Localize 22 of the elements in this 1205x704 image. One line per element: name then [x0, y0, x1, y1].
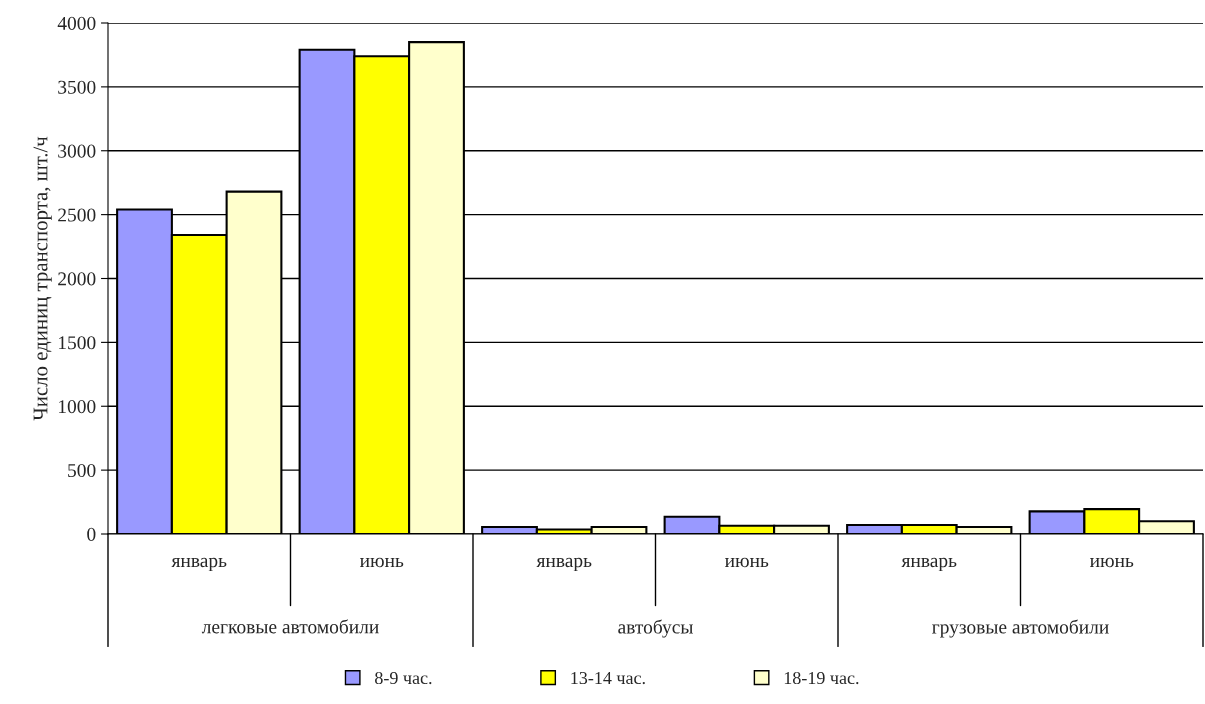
- legend-label: 13-14 час.: [571, 671, 645, 685]
- y-tick-label: 3000: [58, 144, 96, 158]
- y-tick-label: 2500: [58, 208, 96, 222]
- y-tick-label: 4000: [57, 16, 96, 30]
- y-tick-label: 1000: [59, 400, 96, 414]
- y-axis-title: Число единиц транспорта, шт./ч: [33, 136, 52, 421]
- x-tick-label: январь: [536, 557, 592, 572]
- y-tick-label: 2000: [58, 272, 96, 286]
- y-tick-label: 1500: [59, 336, 96, 350]
- x-tick-label: июнь: [360, 557, 404, 568]
- x-tick-label: июнь: [1090, 557, 1134, 568]
- legend-label: 8-9 час.: [375, 671, 432, 685]
- y-tick-label: 3500: [58, 80, 96, 94]
- y-tick-label: 0: [87, 527, 96, 541]
- x-tick-label: январь: [171, 557, 227, 572]
- x-tick-label: январь: [901, 557, 957, 572]
- text: легковые автомобили: [201, 619, 379, 634]
- legend-label: 18-19 час.: [784, 671, 859, 685]
- x-tick-label: июнь: [725, 557, 769, 568]
- y-tick-label: 500: [68, 463, 96, 478]
- text: автобусы: [618, 619, 693, 638]
- text: грузовые автомобили: [932, 619, 1109, 638]
